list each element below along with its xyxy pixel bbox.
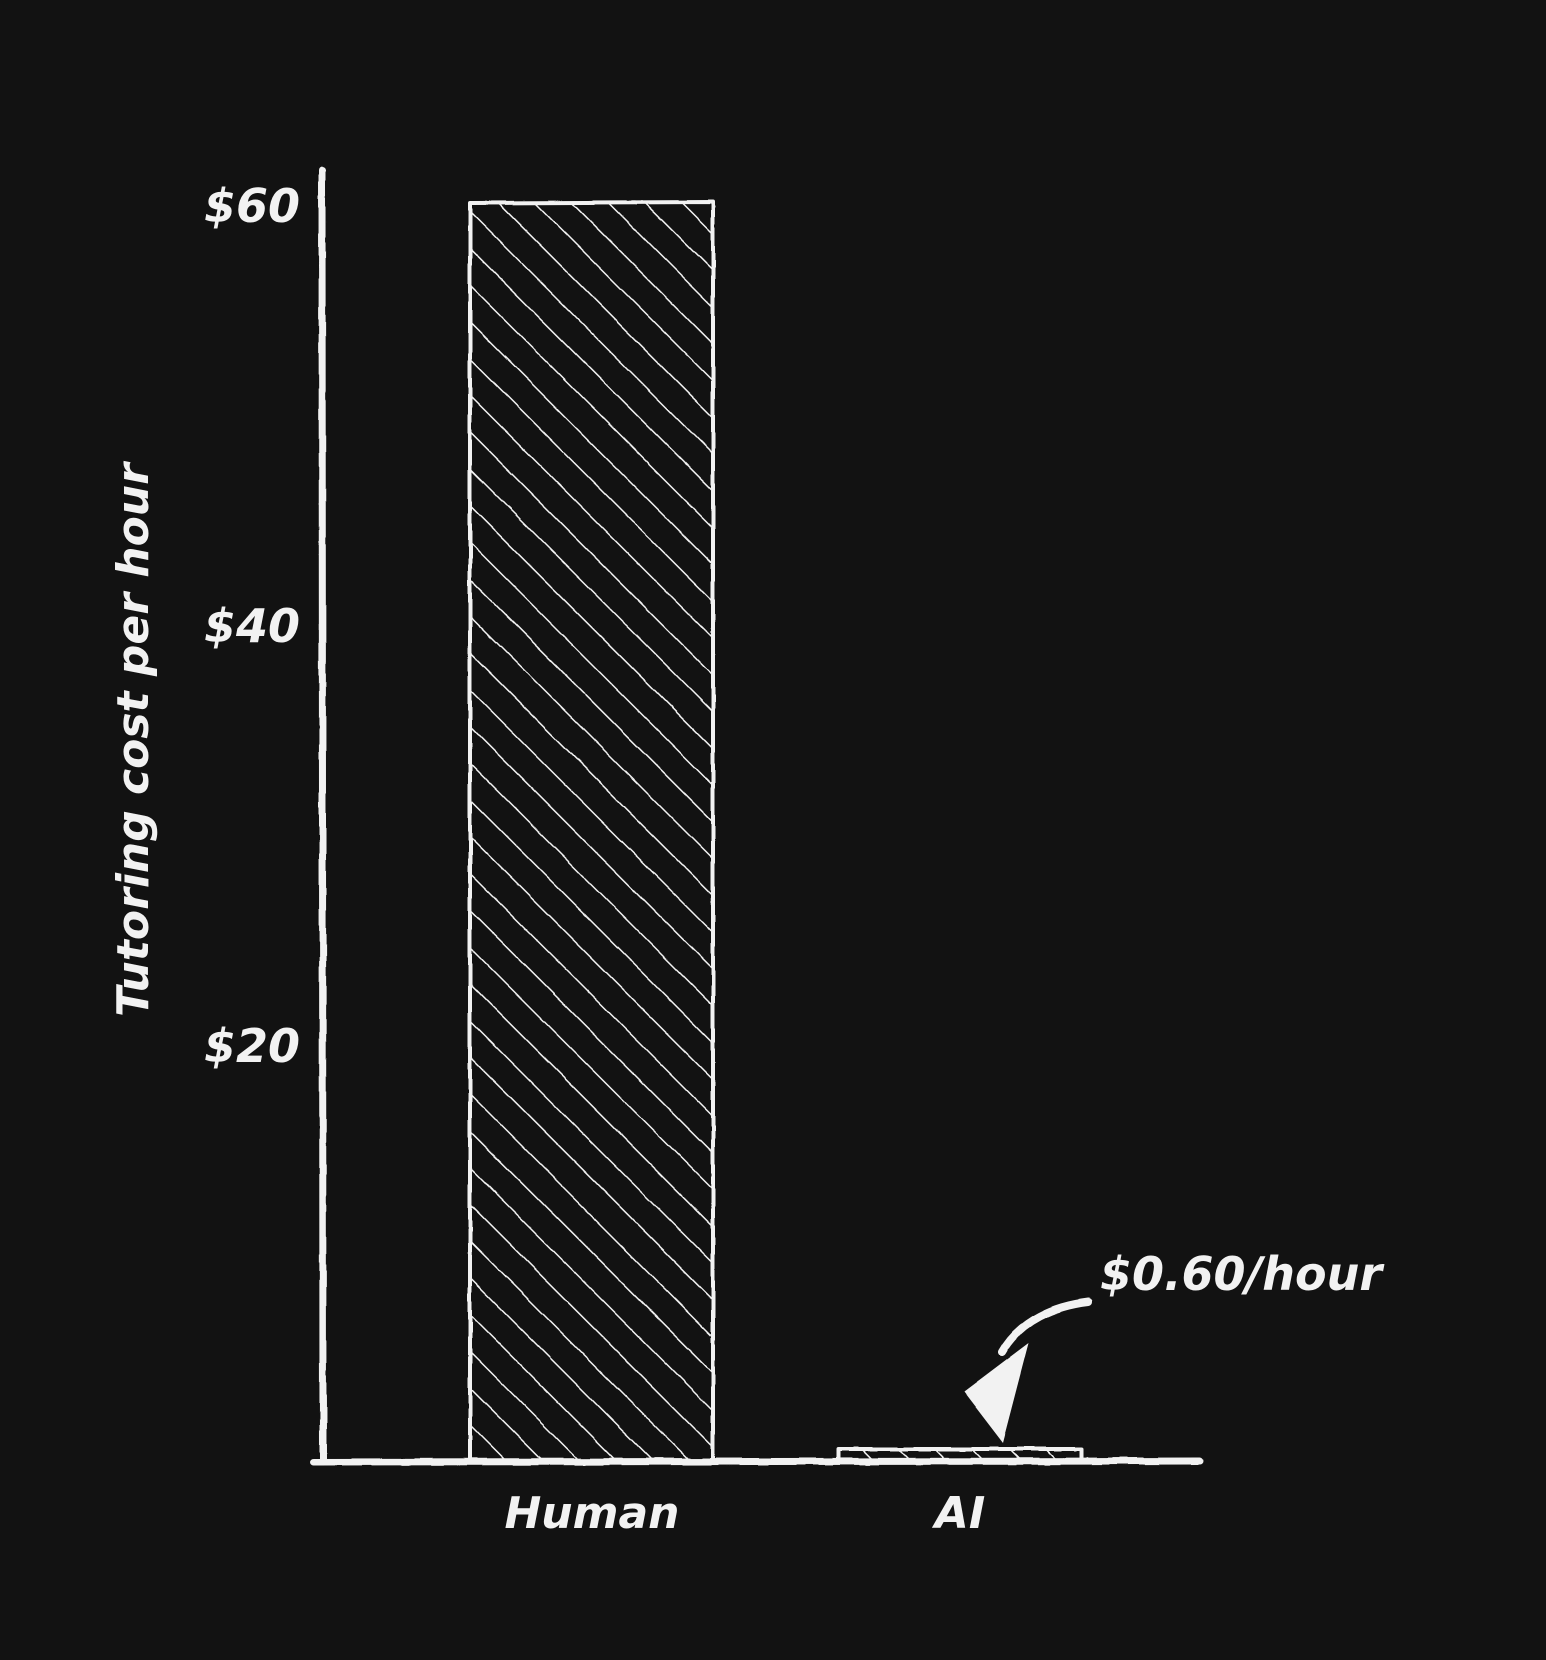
bar-human (468, 200, 715, 1462)
x-tick-label-human: Human (504, 1488, 679, 1539)
x-tick-label-ai: AI (932, 1488, 985, 1539)
y-tick-label-60: $60 (204, 179, 300, 233)
y-axis-spine (318, 166, 327, 1466)
y-axis-title: Tutoring cost per hour (108, 461, 159, 1017)
curved-arrow-icon (964, 1298, 1092, 1443)
y-tick-label-40: $40 (204, 599, 300, 653)
bar-ai (836, 1447, 1083, 1462)
annotation-label-ai-cost: $0.60/hour (1100, 1247, 1385, 1301)
y-tick-label-20: $20 (204, 1019, 300, 1073)
